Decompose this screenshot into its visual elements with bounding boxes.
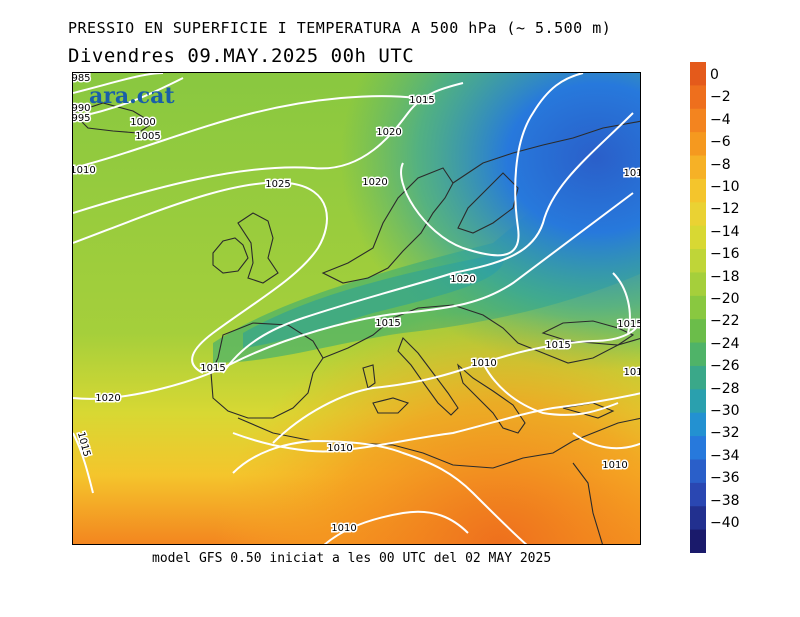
colorbar-tick-label: −30 xyxy=(710,403,740,419)
colorbar-tick-label: −10 xyxy=(710,179,740,195)
colorbar-swatch xyxy=(690,412,706,437)
isobar-label: 1015 xyxy=(375,318,400,329)
colorbar-tick-label: −36 xyxy=(710,470,740,487)
colorbar-tick-label: −12 xyxy=(710,201,740,218)
isobar-label: 1010 xyxy=(471,358,496,369)
colorbar-swatch xyxy=(690,295,706,320)
colorbar-swatch xyxy=(690,225,706,250)
colorbar-swatch xyxy=(690,506,706,531)
colorbar-swatch xyxy=(690,132,706,157)
isobar-label: 1020 xyxy=(95,393,120,404)
colorbar-tick-label: −2 xyxy=(710,89,731,106)
colorbar-swatch xyxy=(690,342,706,367)
isobar-label: 1005 xyxy=(135,131,160,142)
isobar-label: 1015 xyxy=(617,319,641,330)
isobar-label: 1020 xyxy=(450,274,475,285)
weather-map: 1015 1000 1005 1010 1020 1025 1020 1020 … xyxy=(72,72,641,545)
isobar-label: 1025 xyxy=(265,179,290,190)
isobar-label: 1020 xyxy=(376,127,401,138)
warm-area xyxy=(73,73,640,544)
colorbar-swatch xyxy=(690,389,706,414)
colorbar-tick-label: −16 xyxy=(710,246,740,263)
colorbar-swatch xyxy=(690,178,706,203)
colorbar-tick-label: −4 xyxy=(710,111,731,128)
isobar-label: 1015 xyxy=(409,95,434,106)
colorbar-swatch xyxy=(690,249,706,273)
isobar-label: 1015 xyxy=(200,363,225,374)
colorbar-swatch xyxy=(690,459,706,484)
isobar-label: 1010 xyxy=(73,165,96,176)
colorbar-tick-label: −28 xyxy=(710,380,740,397)
isobar-label: 1020 xyxy=(362,177,387,188)
isobars xyxy=(73,73,640,544)
isobar-label: 1010 xyxy=(602,460,627,471)
colorbar-swatch xyxy=(690,319,706,344)
isobar-label: 1010 xyxy=(327,443,352,454)
colorbar-tick-label: −22 xyxy=(710,313,740,330)
isobar-label: 101 xyxy=(623,168,641,179)
colorbar-swatch xyxy=(690,62,706,86)
isobar-label: 1015 xyxy=(545,340,570,351)
colorbar-swatch xyxy=(690,482,706,507)
colorbar-tick-label: 0 xyxy=(710,67,719,83)
model-footer: model GFS 0.50 iniciat a les 00 UTC del … xyxy=(152,551,552,566)
colorbar-swatch xyxy=(690,365,706,390)
colorbar-tick-label: −32 xyxy=(710,425,740,442)
colorbar-tick-label: −6 xyxy=(710,134,731,151)
colorbar-tick-label: −38 xyxy=(710,492,740,509)
colorbar-swatch xyxy=(690,155,706,180)
isobar-label: 990 xyxy=(73,103,91,114)
isobar-label: 985 xyxy=(73,73,91,84)
colorbar-tick-label: −26 xyxy=(710,358,740,375)
colorbar-tick-label: −18 xyxy=(710,268,740,285)
isobar-label: 101 xyxy=(623,367,641,378)
colorbar-tick-label: −34 xyxy=(710,447,740,464)
brand-logo: ara.cat xyxy=(89,83,175,109)
colorbar-swatch xyxy=(690,108,706,133)
map-title: PRESSIO EN SUPERFICIE I TEMPERATURA A 50… xyxy=(68,19,612,37)
map-date: Divendres 09.MAY.2025 00h UTC xyxy=(68,45,415,67)
colorbar-swatch xyxy=(690,529,706,553)
colorbar-swatch xyxy=(690,272,706,297)
colorbar-tick-label: −40 xyxy=(710,515,740,531)
colorbar-tick-label: −8 xyxy=(710,156,731,173)
colorbar-swatch xyxy=(690,85,706,110)
map-canvas: 1015 1000 1005 1010 1020 1025 1020 1020 … xyxy=(73,73,641,544)
coastlines xyxy=(73,102,640,544)
isobar-label: 1000 xyxy=(130,117,155,128)
isobar-label: 1010 xyxy=(331,523,356,534)
isobar-label: 995 xyxy=(73,113,91,124)
colorbar xyxy=(690,62,706,553)
colorbar-tick-label: −14 xyxy=(710,223,740,240)
colorbar-swatch xyxy=(690,202,706,227)
colorbar-swatch xyxy=(690,436,706,460)
colorbar-tick-label: −24 xyxy=(710,335,740,352)
colorbar-tick-label: −20 xyxy=(710,291,740,307)
